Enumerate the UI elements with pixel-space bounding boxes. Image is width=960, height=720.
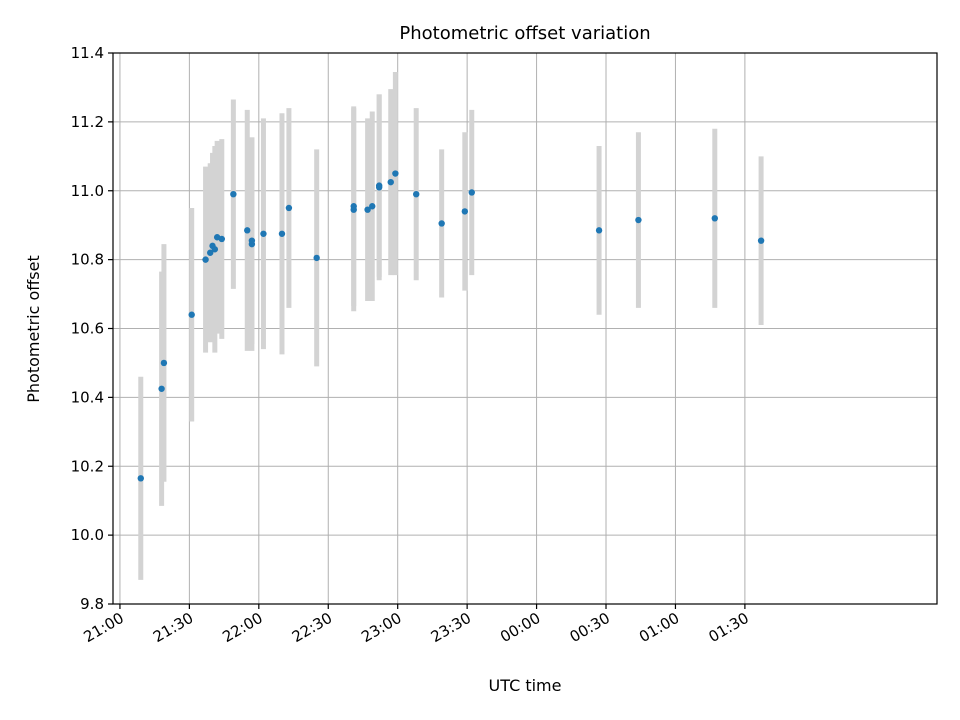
data-point: [207, 249, 214, 256]
y-tick-label: 10.4: [71, 388, 104, 406]
data-point: [413, 190, 420, 198]
data-point: [364, 206, 371, 213]
y-tick-label: 10.8: [71, 251, 104, 269]
data-point: [595, 227, 603, 234]
y-tick-label: 11.2: [71, 113, 104, 131]
data-point: [375, 184, 383, 191]
data-point: [461, 208, 469, 215]
y-tick-label: 9.8: [80, 595, 104, 613]
data-point: [392, 170, 399, 177]
data-point: [188, 311, 195, 318]
y-tick-label: 10.0: [71, 526, 104, 544]
data-point: [350, 203, 357, 210]
data-point: [211, 246, 219, 253]
data-point: [260, 230, 267, 237]
y-tick-label: 11.4: [71, 44, 104, 62]
data-point: [757, 237, 765, 244]
data-point: [248, 237, 256, 244]
data-point: [313, 254, 320, 262]
data-point: [202, 256, 209, 263]
y-axis-label: Photometric offset: [24, 255, 43, 403]
data-point: [711, 215, 718, 222]
y-tick-label: 10.2: [71, 457, 104, 475]
chart-title: Photometric offset variation: [399, 23, 650, 44]
data-point: [230, 190, 237, 198]
data-point: [244, 227, 251, 234]
data-point: [387, 178, 394, 186]
data-point: [137, 475, 144, 482]
data-point: [468, 189, 475, 196]
y-tick-label: 10.6: [71, 320, 104, 338]
data-point: [369, 203, 376, 210]
data-points: [137, 170, 765, 482]
data-point: [285, 204, 293, 212]
y-tick-label: 11.0: [71, 182, 104, 200]
x-axis-label: UTC time: [489, 676, 562, 695]
y-axis-ticks: 9.8 10.0 10.2 10.4 10.6 10.8 11.0 11.2 11.4: [71, 44, 113, 613]
data-point: [160, 359, 168, 367]
data-point: [158, 385, 165, 392]
data-point: [278, 230, 286, 237]
data-point: [635, 216, 642, 224]
data-point: [218, 235, 225, 243]
data-point: [438, 220, 445, 227]
